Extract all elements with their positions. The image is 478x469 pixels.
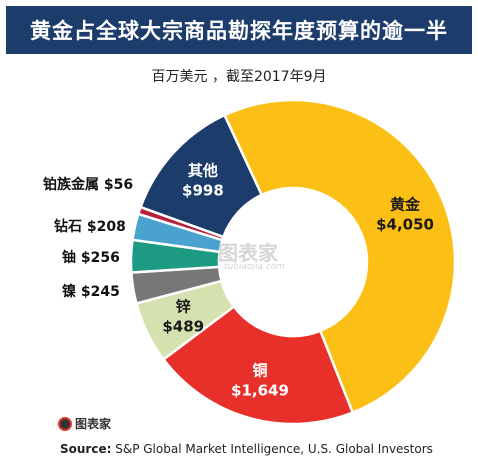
slice-outside-label-4: 镍 $245 bbox=[62, 283, 120, 300]
donut-slice-8 bbox=[138, 113, 264, 239]
donut-slice-1 bbox=[222, 98, 457, 415]
watermark-subtext: tubiaojia.com bbox=[224, 262, 286, 272]
logo-icon bbox=[58, 416, 72, 431]
chart-title-bar: 黄金占全球大宗商品勘探年度预算的逾一半 bbox=[6, 6, 472, 54]
source-note: Source: S&P Global Market Intelligence, … bbox=[60, 442, 433, 456]
slice-outside-label-6: 钻石 $208 bbox=[54, 218, 126, 235]
slice-name-label-2: 铜 bbox=[252, 361, 267, 379]
donut-slice-2 bbox=[161, 304, 355, 426]
logo-text: 图表家 bbox=[75, 417, 112, 431]
brand-logo: 图表家 bbox=[58, 415, 111, 432]
slice-name-label-1: 黄金 bbox=[390, 196, 421, 214]
source-label: Source: bbox=[60, 442, 112, 456]
slice-outside-label-7: 铂族金属 $56 bbox=[43, 176, 133, 193]
slice-name-label-3: 锌 bbox=[176, 297, 191, 315]
slice-value-label-8: $998 bbox=[182, 182, 224, 200]
chart-title: 黄金占全球大宗商品勘探年度预算的逾一半 bbox=[30, 19, 448, 43]
slice-name-label-8: 其他 bbox=[188, 162, 218, 180]
slice-value-label-2: $1,649 bbox=[231, 381, 289, 399]
watermark-text: 图表家 bbox=[218, 241, 278, 265]
slice-value-label-1: $4,050 bbox=[376, 216, 434, 234]
slice-value-label-3: $489 bbox=[162, 317, 204, 335]
slice-outside-label-5: 铀 $256 bbox=[62, 249, 120, 266]
source-text: S&P Global Market Intelligence, U.S. Glo… bbox=[115, 442, 433, 456]
chart-subtitle: 百万美元 ，截至2017年9月 bbox=[151, 69, 327, 85]
